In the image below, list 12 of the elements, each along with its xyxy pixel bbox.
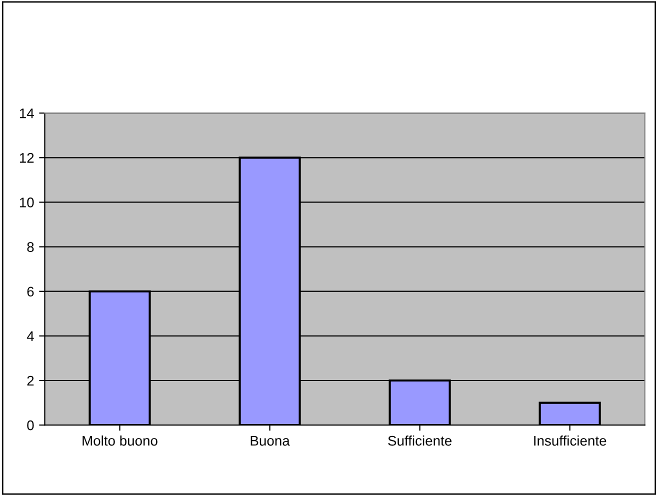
y-tick-label: 0 bbox=[27, 420, 34, 430]
y-tick-label: 6 bbox=[27, 286, 34, 297]
y-tick-label: 8 bbox=[27, 242, 34, 252]
y-tick-label: 2 bbox=[27, 376, 34, 386]
y-tick-label: 14 bbox=[20, 108, 34, 118]
y-tick-label: 10 bbox=[20, 198, 34, 208]
y-tick-label: 12 bbox=[20, 152, 34, 163]
y-tick-label: 4 bbox=[26, 331, 34, 341]
x-tick-label: Insufficiente bbox=[534, 435, 606, 446]
x-tick-label: Sufficiente bbox=[388, 435, 452, 446]
x-tick-label: Buona bbox=[250, 436, 290, 446]
x-tick-label: Molto buono bbox=[82, 435, 158, 446]
